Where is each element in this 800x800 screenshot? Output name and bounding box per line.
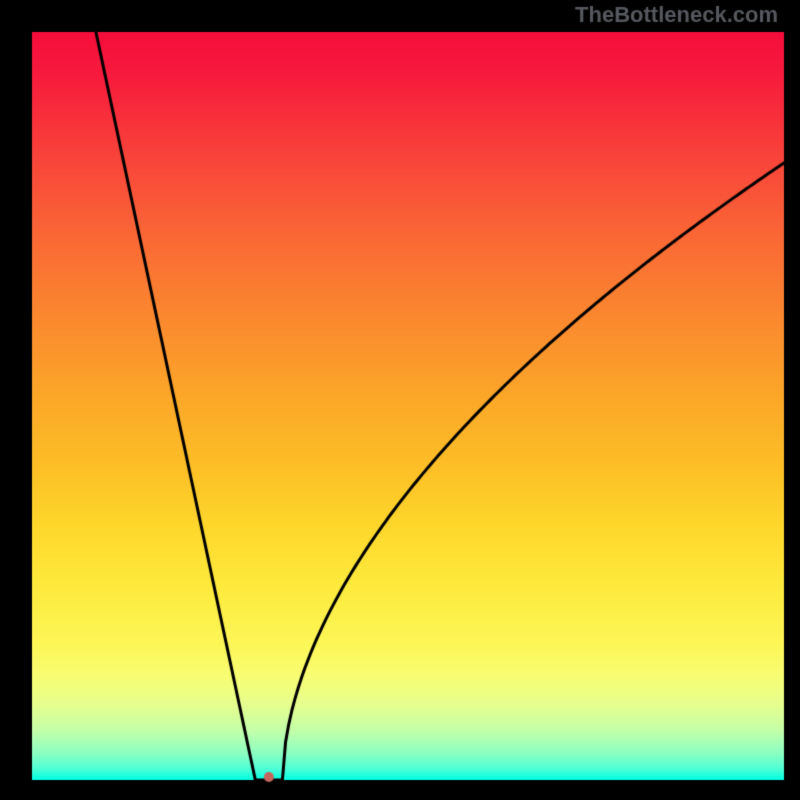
bottleneck-chart (0, 0, 800, 800)
